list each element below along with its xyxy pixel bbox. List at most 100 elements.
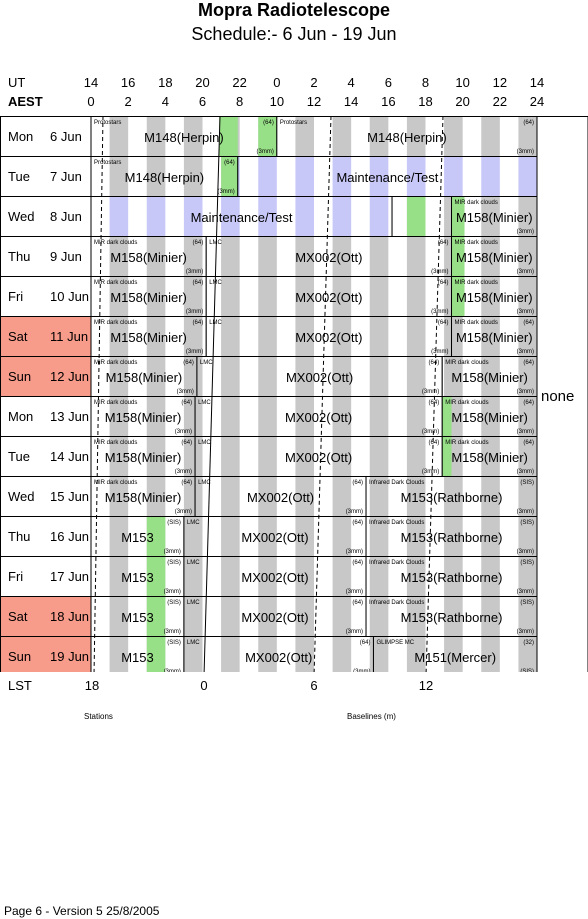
block-receiver-label: (SIS) [167, 520, 181, 526]
block-band-label: (3mm) [186, 349, 203, 355]
block-source-label: Infrared Dark Clouds [369, 520, 424, 526]
hour-stripe [146, 117, 166, 156]
hour-stripe [481, 237, 500, 276]
ut-tick-label: 4 [347, 75, 355, 90]
aest-tick-label: 8 [236, 94, 244, 109]
lst-axis-label: LST [8, 678, 32, 693]
block-band-label: (3mm) [517, 349, 534, 355]
block-project-label: MX002(Ott) [247, 490, 314, 505]
block-project-label: M158(Minier) [105, 490, 182, 505]
block-receiver-label: (64) [429, 360, 440, 366]
hour-stripe [183, 157, 203, 196]
hour-stripe [369, 237, 389, 276]
hour-stripe [295, 517, 314, 556]
hour-stripe [295, 197, 314, 236]
hour-stripe [109, 397, 129, 436]
hour-stripe [183, 637, 203, 672]
aest-tick-label: 20 [455, 94, 470, 109]
ut-axis-label: UT [8, 75, 26, 90]
hour-stripe [237, 157, 240, 196]
hour-stripe [295, 437, 314, 476]
hour-stripe [481, 157, 500, 196]
block-source-label: Protostars [94, 160, 121, 166]
day-date: 15 Jun [50, 489, 89, 504]
hour-stripe [183, 277, 203, 316]
hour-stripe [444, 357, 463, 396]
ut-tick-label: 12 [492, 75, 508, 90]
schedule-frame [536, 116, 588, 672]
day-date: 14 Jun [50, 449, 89, 464]
block-band-label: (3mm) [186, 269, 203, 275]
day-date: 6 Jun [50, 129, 82, 144]
maintenance-slot [146, 517, 166, 556]
block-project-label: MX002(Ott) [295, 330, 362, 345]
day-name: Mon [8, 129, 33, 144]
block-receiver-label: (64) [352, 520, 363, 526]
block-band-label: (3mm) [175, 429, 192, 435]
block-source-label: Protostars [94, 120, 121, 126]
day-name: Sat [8, 329, 28, 344]
block-band-label: (3mm) [175, 509, 192, 515]
block-band-label: (3mm) [517, 469, 534, 475]
hour-stripe [183, 557, 203, 596]
hour-stripe [444, 157, 463, 196]
ut-tick-label: 0 [273, 75, 281, 90]
block-project-label: M153(Rathborne) [401, 490, 503, 505]
block-band-label: (3mm) [431, 349, 448, 355]
maintenance-slot [258, 117, 277, 156]
ut-tick-label: 18 [158, 75, 173, 90]
hour-stripe [295, 397, 314, 436]
day-date: 7 Jun [50, 169, 82, 184]
hour-stripe [444, 597, 463, 636]
block-receiver-label: (64) [523, 400, 534, 406]
block-band-label: (3mm) [175, 469, 192, 475]
hour-stripe [221, 517, 240, 556]
hour-stripe [406, 117, 426, 156]
hour-stripe [481, 437, 500, 476]
hour-stripe [406, 317, 426, 356]
lst-tick-label: 12 [418, 678, 434, 693]
block-project-label: M153(Rathborne) [401, 530, 503, 545]
block-project-label: Maintenance/Test [191, 210, 293, 225]
hour-stripe [481, 277, 500, 316]
day-date: 12 Jun [50, 369, 89, 384]
block-project-label: MX002(Ott) [285, 450, 352, 465]
block-band-label: (3mm) [431, 309, 448, 315]
block-source-label: MIR dark clouds [94, 360, 137, 366]
block-project-label: M158(Minier) [110, 250, 187, 265]
maintenance-slot [219, 117, 238, 156]
hour-stripe [183, 597, 203, 636]
block-band-label: (3mm) [346, 549, 363, 555]
hour-stripe [109, 277, 129, 316]
hour-stripe [295, 317, 314, 356]
hour-stripe [518, 277, 537, 316]
hour-stripe [332, 397, 352, 436]
block-receiver-label: (64) [193, 320, 204, 326]
aest-tick-label: 6 [198, 94, 207, 109]
block-project-label: M151(Mercer) [414, 650, 496, 665]
day-name: Thu [8, 249, 30, 264]
maintenance-slot [442, 397, 452, 436]
hour-stripe [406, 477, 426, 516]
hour-stripe [183, 317, 203, 356]
hour-stripe [146, 317, 166, 356]
maintenance-slot [451, 237, 465, 276]
block-receiver-label: (64) [429, 440, 440, 446]
day-cell [0, 276, 92, 317]
block-band-label: (3mm) [164, 549, 181, 555]
aest-tick-label: 22 [492, 94, 508, 109]
page-title: Mopra Radiotelescope [197, 0, 391, 20]
hour-stripe [406, 517, 426, 556]
baselines-label: Baselines (m) [347, 712, 396, 721]
block-project-label: M158(Minier) [106, 370, 183, 385]
hour-stripe [146, 197, 166, 236]
day-date: 18 Jun [50, 609, 89, 624]
aest-tick-label: 18 [418, 94, 433, 109]
block-project-label: MX002(Ott) [241, 610, 308, 625]
maintenance-slot [146, 597, 166, 636]
block-project-label: M158(Minier) [456, 330, 533, 345]
block-source-label: LMC [187, 560, 200, 566]
hour-stripe [221, 317, 240, 356]
block-band-label: (3mm) [422, 469, 439, 475]
block-receiver-label: (64) [193, 240, 204, 246]
